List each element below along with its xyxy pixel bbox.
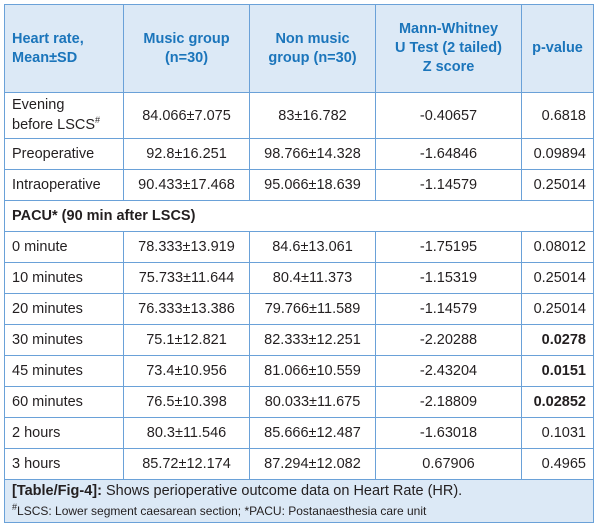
header-heart-rate: Heart rate, Mean±SD [4, 4, 124, 93]
p-value: 0.02852 [521, 386, 594, 418]
non-music-value: 80.033±11.675 [249, 386, 376, 418]
table-row: 0 minute 78.333±13.919 84.6±13.061 -1.75195… [4, 231, 594, 263]
header-z-score: Mann-Whitney U Test (2 tailed) Z score [375, 4, 522, 93]
row-label-text: Intraoperative [12, 177, 101, 193]
non-music-value: 87.294±12.082 [249, 448, 376, 480]
row-label: 30 minutes [4, 324, 124, 356]
table-row: Evening before LSCS# 84.066±7.075 83±16.78… [4, 92, 594, 139]
table-row: 60 minutes 76.5±10.398 80.033±11.675 -2.188… [4, 386, 594, 418]
table-row: 20 minutes 76.333±13.386 79.766±11.589 -1.1… [4, 293, 594, 325]
z-score-value: -1.15319 [375, 262, 522, 294]
non-music-value: 79.766±11.589 [249, 293, 376, 325]
non-music-value: 85.666±12.487 [249, 417, 376, 449]
row-label: Preoperative [4, 138, 124, 170]
row-label: Intraoperative [4, 169, 124, 201]
row-label: 3 hours [4, 448, 124, 480]
caption-tag: [Table/Fig-4]: [12, 483, 102, 499]
z-score-value: -2.20288 [375, 324, 522, 356]
p-value: 0.1031 [521, 417, 594, 449]
p-value: 0.0151 [521, 355, 594, 387]
non-music-value: 83±16.782 [249, 92, 376, 139]
z-score-value: -2.43204 [375, 355, 522, 387]
table-row: 45 minutes 73.4±10.956 81.066±10.559 -2.432… [4, 355, 594, 387]
header-row: Heart rate, Mean±SD Music group (n=30) Non… [4, 4, 594, 93]
row-label: 60 minutes [4, 386, 124, 418]
row-label: 0 minute [4, 231, 124, 263]
music-value: 84.066±7.075 [123, 92, 250, 139]
row-label-text: Preoperative [12, 146, 95, 162]
music-value: 90.433±17.468 [123, 169, 250, 201]
p-value: 0.0278 [521, 324, 594, 356]
music-value: 92.8±16.251 [123, 138, 250, 170]
p-value: 0.08012 [521, 231, 594, 263]
non-music-value: 82.333±12.251 [249, 324, 376, 356]
non-music-value: 95.066±18.639 [249, 169, 376, 201]
music-value: 75.1±12.821 [123, 324, 250, 356]
footnote-text: LSCS: Lower segment caesarean section; *… [17, 504, 427, 518]
p-value: 0.6818 [521, 92, 594, 139]
p-value: 0.25014 [521, 293, 594, 325]
non-music-value: 80.4±11.373 [249, 262, 376, 294]
row-label: 20 minutes [4, 293, 124, 325]
z-score-value: -2.18809 [375, 386, 522, 418]
non-music-value: 98.766±14.328 [249, 138, 376, 170]
caption-text: Shows perioperative outcome data on Hear… [101, 483, 463, 499]
music-value: 73.4±10.956 [123, 355, 250, 387]
non-music-value: 81.066±10.559 [249, 355, 376, 387]
music-value: 76.5±10.398 [123, 386, 250, 418]
music-value: 78.333±13.919 [123, 231, 250, 263]
caption-footnote: #LSCS: Lower segment caesarean section; … [12, 500, 586, 519]
row-label: Evening before LSCS# [4, 92, 124, 139]
section-label: PACU* (90 min after LSCS) [4, 200, 594, 232]
heart-rate-table: Heart rate, Mean±SD Music group (n=30) Non… [4, 4, 594, 523]
table-row: Intraoperative 90.433±17.468 95.066±18.639… [4, 169, 594, 201]
p-value: 0.25014 [521, 262, 594, 294]
z-score-value: 0.67906 [375, 448, 522, 480]
z-score-value: -1.75195 [375, 231, 522, 263]
row-label-sup: # [95, 115, 101, 126]
non-music-value: 84.6±13.061 [249, 231, 376, 263]
table-header: Heart rate, Mean±SD Music group (n=30) Non… [4, 4, 594, 93]
table-body: Evening before LSCS# 84.066±7.075 83±16.78… [4, 92, 594, 480]
row-label-text: Evening before LSCS [12, 97, 96, 133]
music-value: 76.333±13.386 [123, 293, 250, 325]
row-label: 10 minutes [4, 262, 124, 294]
p-value: 0.25014 [521, 169, 594, 201]
z-score-value: -1.63018 [375, 417, 522, 449]
header-p-value: p-value [521, 4, 594, 93]
z-score-value: -1.14579 [375, 169, 522, 201]
music-value: 80.3±11.546 [123, 417, 250, 449]
p-value: 0.4965 [521, 448, 594, 480]
row-label: 45 minutes [4, 355, 124, 387]
section-row-pacu: PACU* (90 min after LSCS) [4, 200, 594, 232]
z-score-value: -1.64846 [375, 138, 522, 170]
table-row: 10 minutes 75.733±11.644 80.4±11.373 -1.153… [4, 262, 594, 294]
row-label: 2 hours [4, 417, 124, 449]
table-row: 30 minutes 75.1±12.821 82.333±12.251 -2.202… [4, 324, 594, 356]
header-music-group: Music group (n=30) [123, 4, 250, 93]
table-row: Preoperative 92.8±16.251 98.766±14.328 -1.6… [4, 138, 594, 170]
z-score-value: -1.14579 [375, 293, 522, 325]
z-score-value: -0.40657 [375, 92, 522, 139]
table-caption: [Table/Fig-4]: Shows perioperative outco… [4, 479, 594, 523]
footnote-sup: # [12, 502, 18, 512]
music-value: 75.733±11.644 [123, 262, 250, 294]
table-row: 2 hours 80.3±11.546 85.666±12.487 -1.63018 0… [4, 417, 594, 449]
music-value: 85.72±12.174 [123, 448, 250, 480]
table-row: 3 hours 85.72±12.174 87.294±12.082 0.67906 0… [4, 448, 594, 480]
p-value: 0.09894 [521, 138, 594, 170]
caption-title: [Table/Fig-4]: Shows perioperative outco… [12, 483, 586, 500]
header-non-music-group: Non music group (n=30) [249, 4, 376, 93]
